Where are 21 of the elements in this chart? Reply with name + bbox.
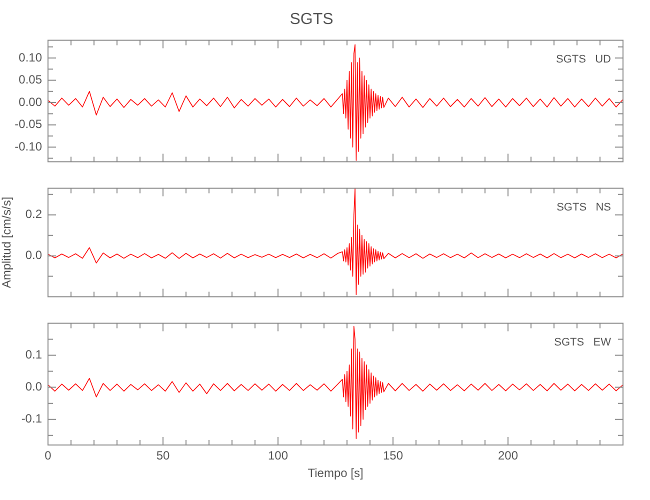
y-tick-label: 0.10 bbox=[18, 50, 42, 64]
y-axis-title: Amplitud [cm/s/s] bbox=[0, 196, 14, 288]
x-axis-title: Tiempo [s] bbox=[308, 466, 364, 480]
x-tick-label: 50 bbox=[156, 448, 170, 463]
y-tick-label: 0.0 bbox=[25, 380, 42, 394]
chart-title: SGTS bbox=[290, 11, 334, 28]
y-tick-label: -0.10 bbox=[14, 139, 42, 154]
y-tick-label: 0.05 bbox=[18, 72, 42, 87]
y-tick-label: 0.00 bbox=[18, 94, 42, 109]
x-tick-label: 100 bbox=[268, 448, 288, 463]
y-tick-label: 0.1 bbox=[25, 348, 42, 362]
annotation: SGTS NS bbox=[556, 202, 611, 214]
y-tick-label: -0.05 bbox=[14, 117, 42, 132]
x-tick-label: 0 bbox=[44, 448, 52, 463]
x-tick-label: 150 bbox=[382, 448, 404, 463]
y-tick-label: -0.1 bbox=[21, 412, 42, 426]
annotation: SGTS UD bbox=[556, 54, 612, 66]
annotation: SGTS EW bbox=[554, 336, 612, 349]
y-tick-label: 0.0 bbox=[25, 248, 42, 262]
y-tick-label: 0.2 bbox=[25, 207, 42, 222]
x-tick-label: 200 bbox=[498, 448, 518, 463]
